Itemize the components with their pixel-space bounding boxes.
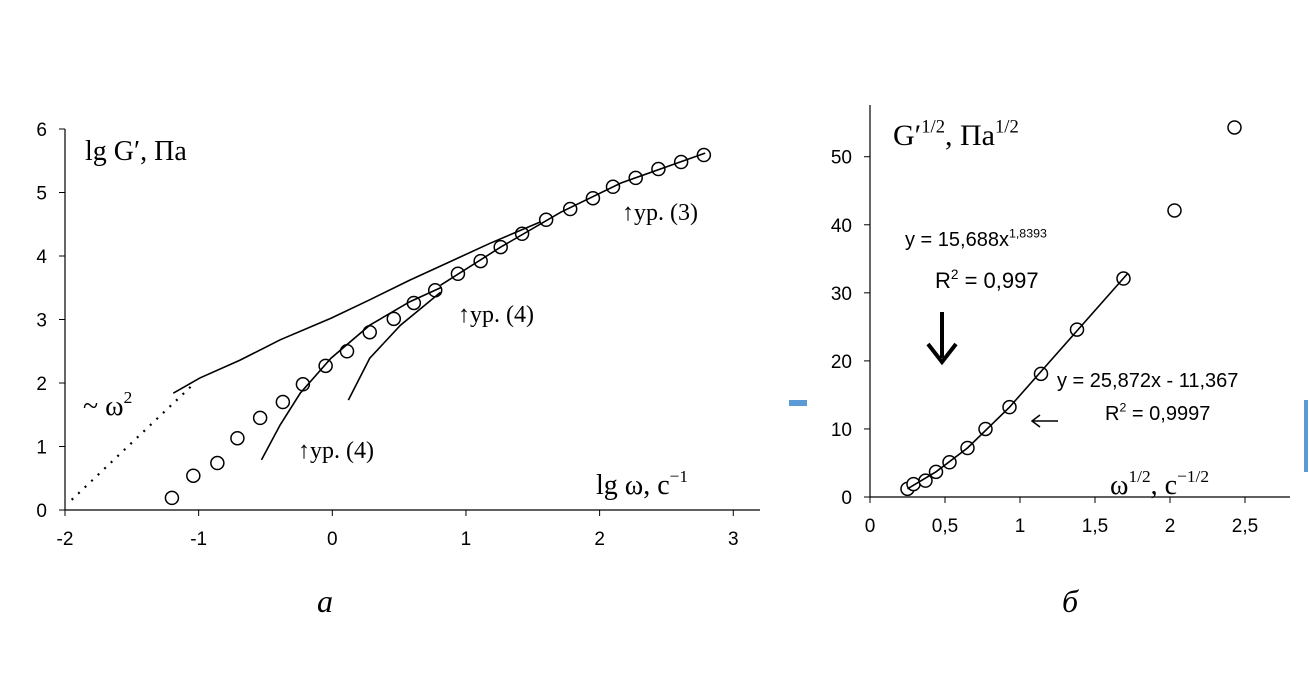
annotation: ω1/2, с−1/2 <box>1110 467 1209 501</box>
x-tick-label: 0,5 <box>932 516 958 537</box>
data-point <box>252 410 268 426</box>
y-tick-label: 10 <box>831 420 852 441</box>
superscript: 1/2 <box>921 116 945 137</box>
fit-line <box>347 291 442 401</box>
data-point <box>1033 366 1049 382</box>
annotation: R2 = 0,997 <box>935 267 1039 293</box>
annotation-text: lg ω, с <box>596 470 670 501</box>
superscript: 2 <box>951 267 959 282</box>
fit-line <box>440 152 706 286</box>
annotation-text: ↑ур. (4) <box>298 438 374 464</box>
superscript: 1,8393 <box>1009 227 1047 241</box>
data-point <box>978 421 993 437</box>
annotation-text: R <box>935 268 951 293</box>
y-tick-label: 50 <box>831 148 852 169</box>
annotation-text: ~ ω <box>83 391 124 422</box>
annotation-text: ↑ур. (4) <box>458 302 534 328</box>
x-tick-label: 1,5 <box>1082 516 1108 537</box>
data-point <box>164 490 180 506</box>
caption: а <box>317 583 333 619</box>
x-tick-label: -2 <box>57 529 74 550</box>
x-tick-label: -1 <box>190 529 207 550</box>
data-point <box>696 147 712 163</box>
annotation-text: lg G′, Па <box>85 136 187 167</box>
data-point <box>339 344 355 359</box>
down-arrow <box>926 312 958 366</box>
annotation-text: ↑ур. (3) <box>622 200 698 226</box>
data-point <box>918 473 933 488</box>
annotation-text: = 0,9997 <box>1126 403 1210 425</box>
annotation-text: y = 25,872x - 11,367 <box>1057 370 1238 392</box>
x-tick-label: 2,5 <box>1232 516 1258 537</box>
left-arrow <box>1030 414 1058 428</box>
annotation: ↑ур. (4) <box>458 302 534 328</box>
data-point <box>186 468 201 483</box>
superscript: 2 <box>124 388 133 407</box>
x-tick-label: 2 <box>1165 516 1176 537</box>
annotation: y = 25,872x - 11,367 <box>1057 370 1238 392</box>
y-tick-label: 6 <box>36 120 47 141</box>
superscript: 1/2 <box>995 116 1019 137</box>
caption: б <box>1062 583 1079 619</box>
asymptote-line <box>70 382 196 501</box>
annotation-text: ω <box>1110 470 1128 501</box>
y-tick-label: 3 <box>36 311 47 332</box>
superscript: 1/2 <box>1128 467 1150 486</box>
y-tick-label: 1 <box>36 438 47 459</box>
annotation-text: G′ <box>893 119 921 152</box>
y-tick-label: 4 <box>36 247 47 268</box>
annotation: lg ω, с−1 <box>596 467 688 501</box>
y-tick-label: 0 <box>36 501 47 522</box>
fit-line <box>172 220 542 394</box>
annotation: ~ ω2 <box>83 388 132 422</box>
arrow-head <box>926 342 958 366</box>
x-tick-label: 0 <box>327 529 338 550</box>
annotation-text: = 0,997 <box>958 268 1038 293</box>
annotation-text: R <box>1105 403 1119 425</box>
annotation: y = 15,688x1,8393 <box>905 227 1047 251</box>
data-point <box>275 394 291 410</box>
annotation: ↑ур. (3) <box>622 200 698 226</box>
y-tick-label: 2 <box>36 374 47 395</box>
x-tick-label: 3 <box>728 529 739 550</box>
x-tick-label: 2 <box>594 529 605 550</box>
annotation: ↑ур. (4) <box>298 438 374 464</box>
superscript: −1/2 <box>1177 467 1209 486</box>
data-point <box>1227 120 1242 135</box>
x-tick-label: 1 <box>461 529 472 550</box>
data-point <box>1167 203 1182 218</box>
y-tick-label: 0 <box>841 488 852 509</box>
data-point <box>386 311 402 327</box>
superscript: −1 <box>670 467 688 486</box>
x-tick-label: 0 <box>865 516 876 537</box>
annotation-text: , Па <box>945 119 995 152</box>
annotation: R2 = 0,9997 <box>1105 401 1210 425</box>
y-tick-label: 5 <box>36 184 47 205</box>
x-tick-label: 1 <box>1015 516 1026 537</box>
decoration <box>1304 400 1308 472</box>
y-tick-label: 20 <box>831 352 852 373</box>
decoration <box>789 400 807 406</box>
y-tick-label: 40 <box>831 216 852 237</box>
data-point <box>362 324 377 340</box>
y-tick-label: 30 <box>831 284 852 305</box>
annotation-text: y = 15,688x <box>905 229 1009 251</box>
data-point <box>230 430 245 446</box>
annotation: G′1/2, Па1/2 <box>893 116 1019 152</box>
annotation-text: , с <box>1151 470 1177 501</box>
fit-line <box>907 272 1129 490</box>
annotation: lg G′, Па <box>85 136 187 167</box>
data-point <box>210 455 225 471</box>
fit-line <box>260 287 441 461</box>
arrow-head <box>1030 414 1041 428</box>
superscript: 2 <box>1119 401 1126 415</box>
